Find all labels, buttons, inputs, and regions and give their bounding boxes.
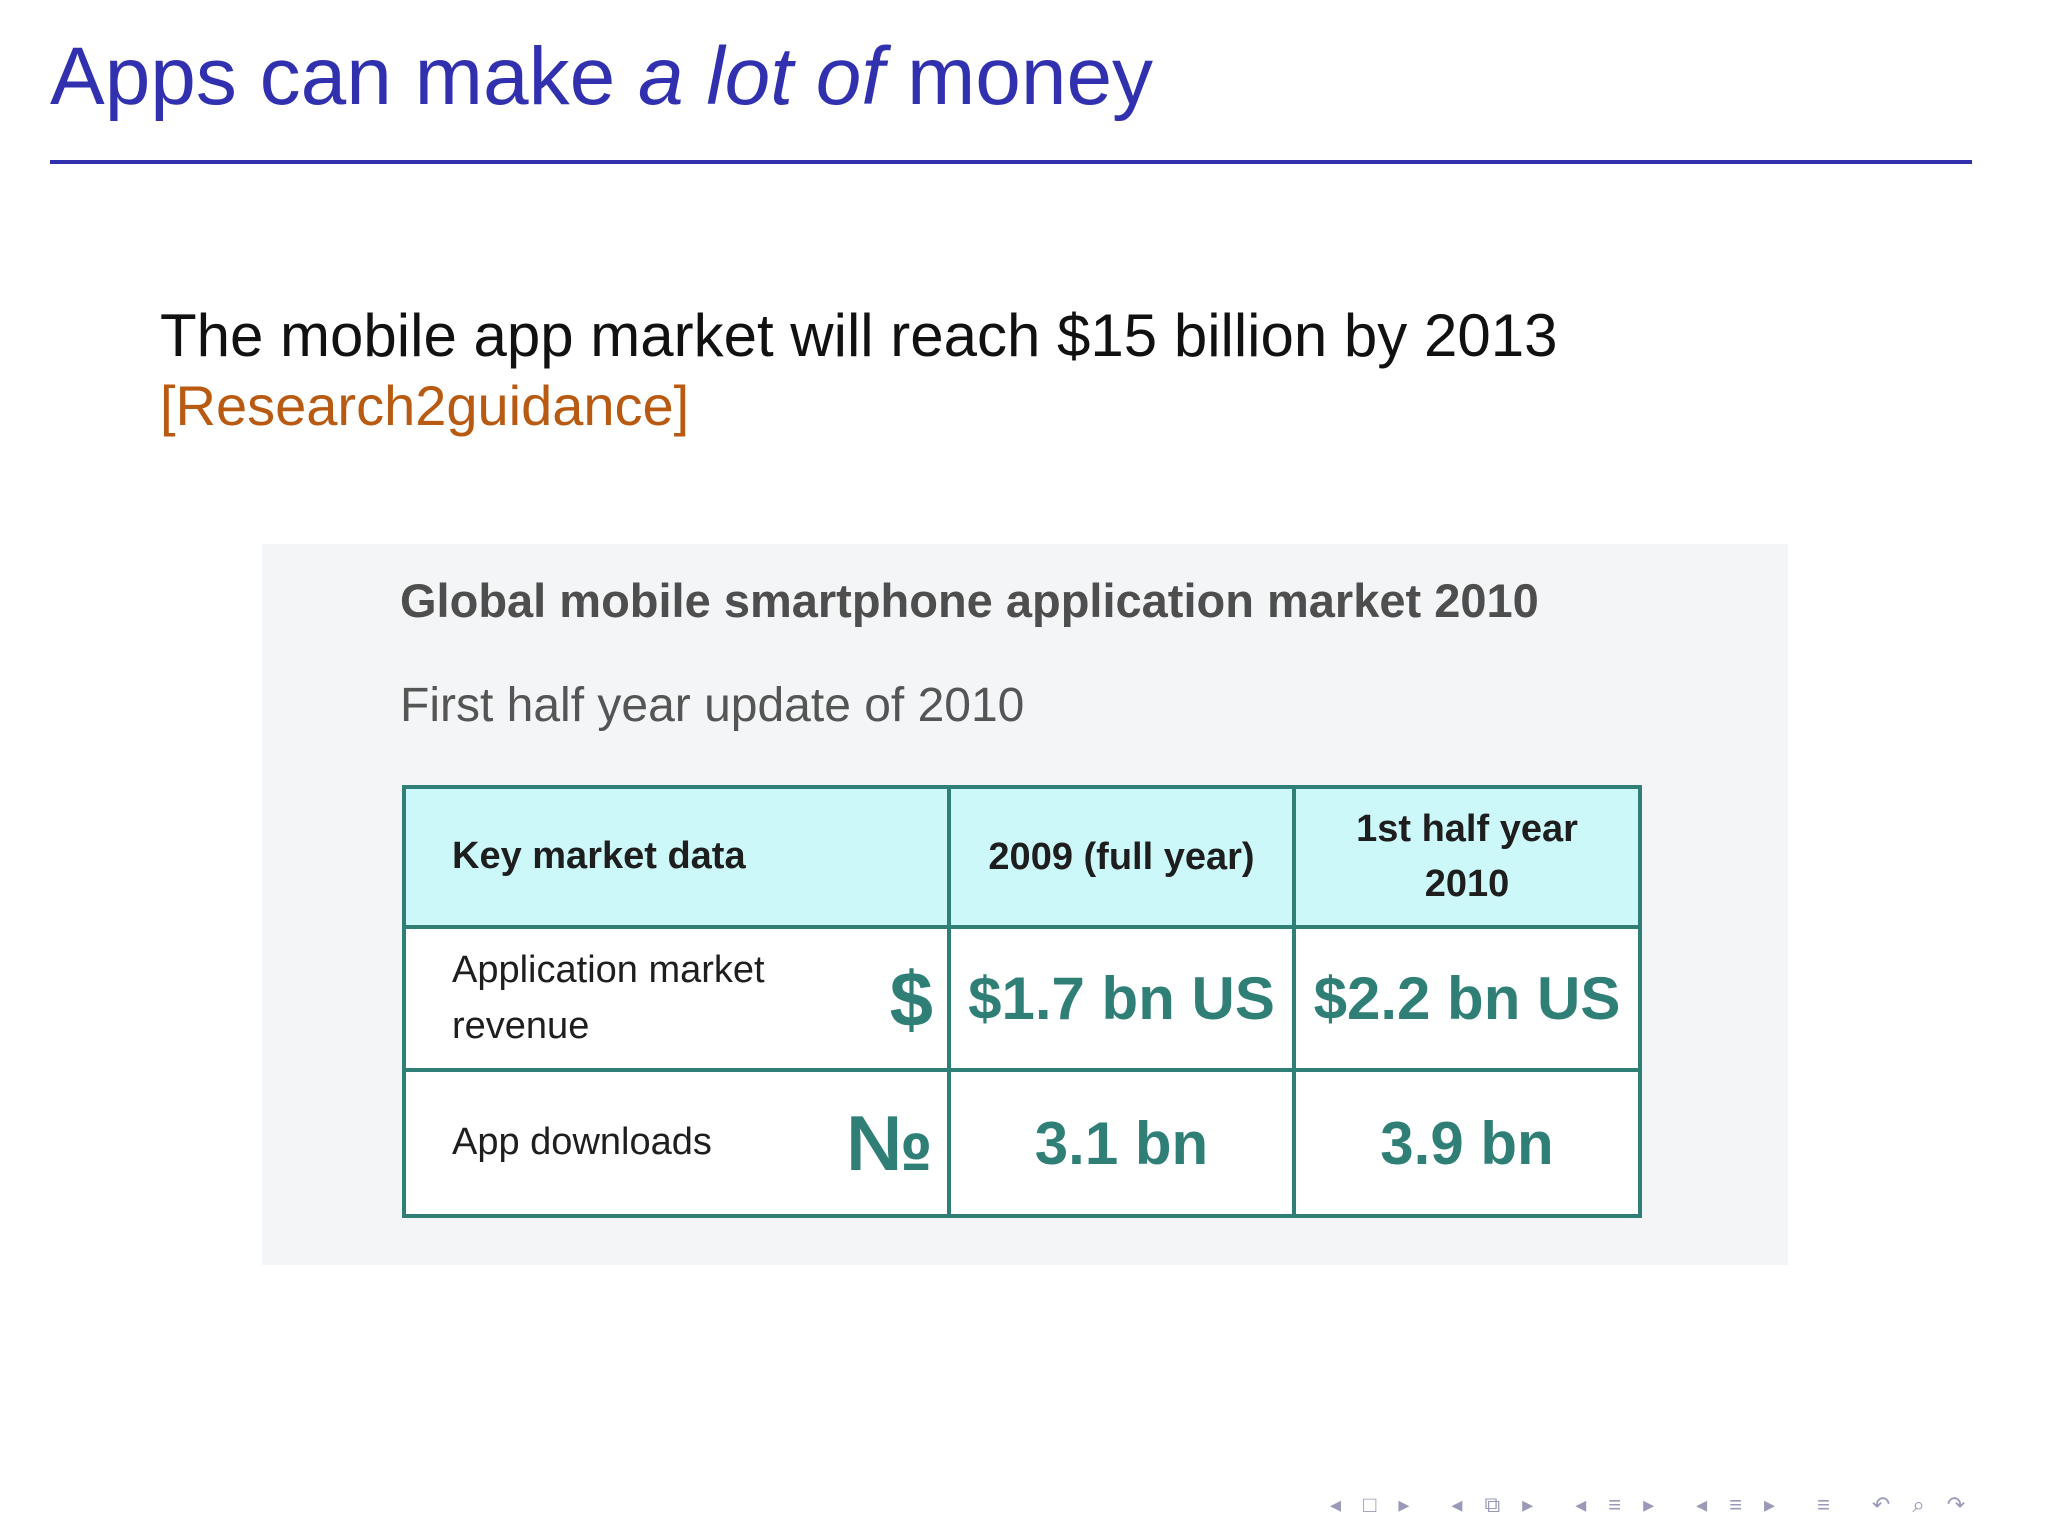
section-nav: ◂ ≡ ▸ xyxy=(1575,1492,1666,1518)
figure-title: Global mobile smartphone application mar… xyxy=(400,574,1539,627)
downloads-2010: 3.9 bn xyxy=(1380,1109,1554,1177)
misc-nav: ↶ ⌕ ↷ xyxy=(1872,1492,1977,1518)
forward-icon[interactable]: ↷ xyxy=(1946,1492,1966,1517)
slide-title: Apps can make a lot of money xyxy=(50,36,1153,118)
section-icon[interactable]: ≡ xyxy=(1608,1492,1622,1517)
table-cell: 3.9 bn xyxy=(1296,1072,1638,1214)
next-section-icon[interactable]: ▸ xyxy=(1643,1492,1655,1517)
row-label-downloads: App downloads xyxy=(452,1121,712,1164)
table-cell: $2.2 bn US xyxy=(1296,929,1638,1072)
header-label: Key market data xyxy=(452,835,746,878)
table-header-key: Key market data xyxy=(406,789,951,929)
table-header-2010: 1st half year 2010 xyxy=(1296,789,1638,929)
numero-icon: № xyxy=(846,1099,933,1187)
outline-nav: ≡ xyxy=(1817,1492,1842,1518)
header-label: 2009 (full year) xyxy=(988,835,1255,878)
row-label-revenue: Application market revenue xyxy=(452,949,765,1047)
frame-nav: ◂ □ ▸ xyxy=(1330,1492,1421,1518)
next-frame-icon[interactable]: ▸ xyxy=(1398,1492,1410,1517)
subsection-nav: ◂ ⧉ ▸ xyxy=(1451,1492,1545,1518)
title-divider xyxy=(50,160,1972,164)
title-emphasis: a lot of xyxy=(637,31,885,122)
table-row-label: Application market revenue $ xyxy=(406,929,951,1072)
prev-section-icon[interactable]: ◂ xyxy=(1575,1492,1587,1517)
next-page-icon[interactable]: ▸ xyxy=(1764,1492,1776,1517)
prev-frame-icon[interactable]: ◂ xyxy=(1330,1492,1342,1517)
market-statement: The mobile app market will reach $15 bil… xyxy=(160,302,1558,369)
figure-subtitle: First half year update of 2010 xyxy=(400,679,1025,732)
back-icon[interactable]: ↶ xyxy=(1871,1492,1891,1517)
subsection-icon[interactable]: ⧉ xyxy=(1484,1492,1501,1517)
table-header-2009: 2009 (full year) xyxy=(951,789,1296,929)
beamer-navigation: ◂ □ ▸ ◂ ⧉ ▸ ◂ ≡ ▸ ◂ ≡ ▸ ≡ ↶ ⌕ ↷ xyxy=(1330,1490,2030,1520)
table-cell: $1.7 bn US xyxy=(951,929,1296,1072)
market-data-table: Key market data 2009 (full year) 1st hal… xyxy=(402,785,1642,1218)
outline-icon[interactable]: ≡ xyxy=(1817,1492,1830,1517)
table-cell: 3.1 bn xyxy=(951,1072,1296,1214)
prev-page-icon[interactable]: ◂ xyxy=(1696,1492,1708,1517)
market-figure: Global mobile smartphone application mar… xyxy=(262,544,1788,1265)
page-icon[interactable]: ≡ xyxy=(1729,1492,1743,1517)
header-label: 1st half year 2010 xyxy=(1356,807,1578,905)
table-row-label: App downloads № xyxy=(406,1072,951,1214)
page-nav: ◂ ≡ ▸ xyxy=(1696,1492,1787,1518)
frame-icon[interactable]: □ xyxy=(1363,1492,1377,1517)
next-subsection-icon[interactable]: ▸ xyxy=(1522,1492,1534,1517)
revenue-2009: $1.7 bn US xyxy=(968,965,1275,1032)
revenue-2010: $2.2 bn US xyxy=(1313,965,1621,1032)
search-icon[interactable]: ⌕ xyxy=(1912,1492,1925,1517)
title-text-1: Apps can make xyxy=(50,31,638,122)
downloads-2009: 3.1 bn xyxy=(1034,1109,1209,1177)
citation-link[interactable]: [Research2guidance] xyxy=(160,374,690,437)
title-text-2: money xyxy=(884,31,1154,122)
prev-subsection-icon[interactable]: ◂ xyxy=(1451,1492,1463,1517)
dollar-icon: $ xyxy=(889,954,933,1043)
